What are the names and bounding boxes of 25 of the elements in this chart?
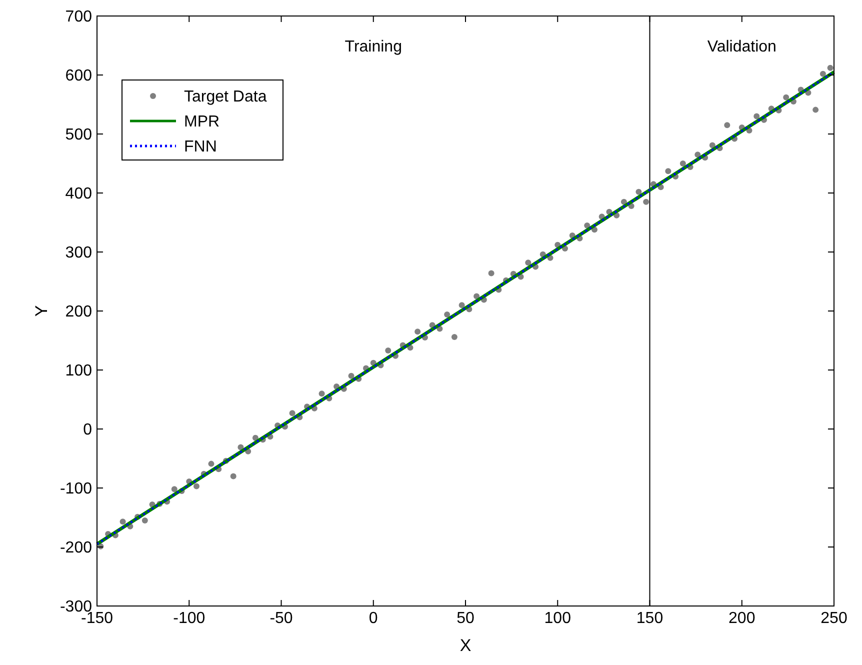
x-tick-label: 150: [636, 610, 664, 627]
legend-label: FNN: [184, 138, 217, 156]
y-tick-label: 500: [65, 126, 92, 144]
x-tick-label: 50: [456, 610, 474, 627]
y-tick-label: 100: [65, 362, 92, 380]
y-tick-label: -200: [60, 540, 92, 557]
y-tick-label: 700: [65, 8, 92, 26]
y-axis-title: Y: [32, 305, 51, 317]
y-tick-label: -100: [60, 480, 92, 498]
x-tick-label: 200: [728, 610, 756, 627]
x-tick-label: -50: [270, 610, 293, 627]
y-tick-label: 400: [65, 186, 92, 203]
y-tick-label: 0: [83, 422, 92, 439]
x-tick-label: 0: [368, 610, 378, 627]
y-tick-label: 200: [65, 304, 92, 321]
annotation: Training: [344, 38, 402, 56]
x-tick-label: -100: [173, 610, 206, 627]
legend-label: Target Data: [184, 88, 267, 106]
x-tick-label: 250: [820, 610, 848, 627]
legend-label: MPR: [184, 114, 220, 131]
y-tick-label: 600: [65, 68, 92, 85]
x-tick-label: 100: [544, 610, 572, 627]
x-axis-title: X: [460, 636, 472, 655]
y-tick-label: 300: [65, 244, 92, 262]
annotation: Validation: [707, 38, 776, 56]
